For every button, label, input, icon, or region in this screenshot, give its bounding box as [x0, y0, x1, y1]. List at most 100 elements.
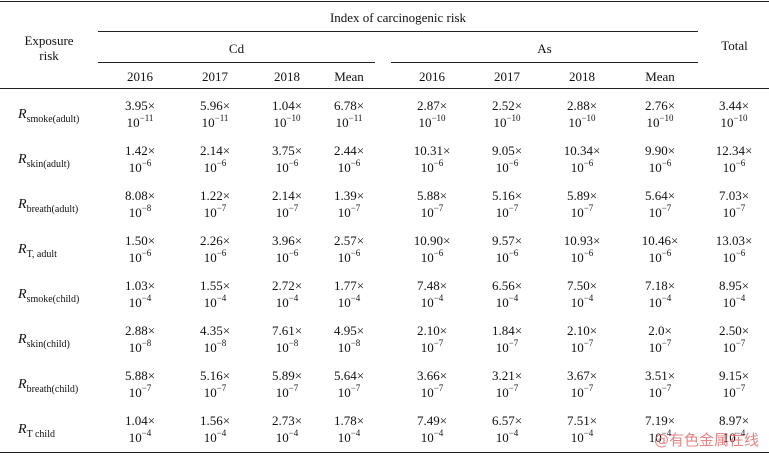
as-group-header: As: [537, 41, 552, 56]
cell-mantissa: 2.44×: [333, 143, 365, 158]
cell-mantissa: 4.35×: [199, 323, 231, 338]
cell-mantissa: 2.57×: [333, 233, 365, 248]
cell-mantissa: 5.16×: [199, 368, 231, 383]
table-cell: 2.10× 10−7: [397, 323, 467, 355]
cell-power: 10−4: [722, 427, 746, 445]
year-header: 2016: [419, 69, 445, 84]
cell-power: 10−7: [420, 382, 444, 400]
cell-power: 10−4: [420, 292, 444, 310]
table-cell: 2.26× 10−6: [180, 233, 250, 265]
table-cell: 7.50× 10−4: [547, 278, 617, 310]
table-cell: 10.93× 10−6: [547, 233, 617, 265]
cell-mantissa: 1.42×: [124, 143, 156, 158]
row-label: Rsmoke(adult): [18, 107, 80, 125]
cell-mantissa: 2.10×: [416, 323, 448, 338]
table-cell: 10.31× 10−6: [397, 143, 467, 175]
cell-mantissa: 5.89×: [271, 368, 303, 383]
cell-mantissa: 10.90×: [413, 233, 451, 248]
row-label-subscript: skin(child): [26, 338, 70, 350]
row-label-subscript: breath(adult): [26, 203, 79, 215]
cell-mantissa: 2.76×: [644, 98, 676, 113]
row-label: Rbreath(child): [18, 377, 79, 395]
table-cell: 5.89× 10−7: [547, 188, 617, 220]
cell-power: 10−7: [128, 382, 152, 400]
cell-power: 10−4: [648, 292, 672, 310]
cell-power: 10−7: [275, 382, 299, 400]
table-cell: 1.03× 10−4: [105, 278, 175, 310]
cell-power: 10−6: [570, 247, 594, 265]
cell-mantissa: 12.34×: [715, 143, 753, 158]
cell-power: 10−4: [570, 427, 594, 445]
cell-power: 10−6: [722, 157, 746, 175]
cell-power: 10−7: [495, 337, 519, 355]
cell-power: 10−7: [420, 337, 444, 355]
row-label-main: R: [18, 422, 27, 437]
cell-mantissa: 1.04×: [271, 98, 303, 113]
cell-power: 10−6: [722, 247, 746, 265]
cell-power: 10−7: [722, 337, 746, 355]
cell-power: 10−10: [646, 112, 674, 130]
table-cell: 4.95× 10−8: [314, 323, 384, 355]
cell-mantissa: 2.0×: [648, 323, 672, 338]
table-cell: 1.04× 10−4: [105, 413, 175, 445]
cell-power: 10−7: [337, 382, 361, 400]
cell-mantissa: 7.48×: [416, 278, 448, 293]
year-header: 2017: [202, 69, 228, 84]
cell-mantissa: 2.14×: [271, 188, 303, 203]
table-cell: 3.67× 10−7: [547, 368, 617, 400]
watermark: @有色金属在线: [653, 431, 759, 449]
cell-mantissa: 5.64×: [644, 188, 676, 203]
year-header: 2018: [569, 69, 595, 84]
table-cell: 3.96× 10−6: [252, 233, 322, 265]
exposure-label-line1: Exposure: [24, 33, 74, 48]
cell-power: 10−4: [495, 427, 519, 445]
table-cell: 7.18× 10−4: [625, 278, 695, 310]
row-label-subscript: smoke(adult): [26, 113, 80, 125]
cell-mantissa: 8.97×: [718, 413, 750, 428]
table-cell: 12.34× 10−6: [699, 143, 769, 175]
cell-mantissa: 3.96×: [271, 233, 303, 248]
cell-mantissa: 7.19×: [644, 413, 676, 428]
cell-power: 10−4: [203, 292, 227, 310]
cell-mantissa: 1.55×: [199, 278, 231, 293]
row-label-main: R: [18, 152, 27, 167]
row-label-subscript: skin(adult): [26, 158, 70, 170]
cell-power: 10−4: [495, 292, 519, 310]
table-cell: 1.42× 10−6: [105, 143, 175, 175]
cell-mantissa: 1.78×: [333, 413, 365, 428]
table-cell: 2.76× 10−10: [625, 98, 695, 130]
row-label-subscript: smoke(child): [26, 293, 80, 305]
table-cell: 2.73× 10−4: [252, 413, 322, 445]
table-cell: 3.75× 10−6: [252, 143, 322, 175]
cell-mantissa: 3.67×: [566, 368, 598, 383]
cell-power: 10−4: [203, 427, 227, 445]
table-cell: 13.03× 10−6: [699, 233, 769, 265]
table-cell: 8.95× 10−4: [699, 278, 769, 310]
year-header: Mean: [645, 69, 675, 84]
exposure-label-line2: risk: [39, 48, 59, 63]
cd-group-header: Cd: [228, 41, 245, 56]
cell-power: 10−7: [648, 382, 672, 400]
table-cell: 1.39× 10−7: [314, 188, 384, 220]
row-label-subscript: breath(child): [26, 383, 79, 395]
cell-power: 10−6: [420, 247, 444, 265]
table-cell: 2.14× 10−6: [180, 143, 250, 175]
table-cell: 7.51× 10−4: [547, 413, 617, 445]
cell-power: 10−7: [570, 382, 594, 400]
cell-mantissa: 5.96×: [199, 98, 231, 113]
cell-mantissa: 1.50×: [124, 233, 156, 248]
cell-power: 10−10: [418, 112, 446, 130]
cell-power: 10−7: [495, 382, 519, 400]
table-cell: 5.64× 10−7: [625, 188, 695, 220]
cell-power: 10−6: [495, 247, 519, 265]
cell-mantissa: 13.03×: [715, 233, 753, 248]
cell-power: 10−4: [337, 427, 361, 445]
table-cell: 3.95× 10−11: [105, 98, 175, 130]
table-cell: 6.78× 10−11: [314, 98, 384, 130]
cell-mantissa: 3.66×: [416, 368, 448, 383]
cell-power: 10−7: [722, 202, 746, 220]
year-header: 2016: [127, 69, 153, 84]
table-cell: 6.56× 10−4: [472, 278, 542, 310]
cell-power: 10−6: [128, 157, 152, 175]
cell-mantissa: 3.44×: [718, 98, 750, 113]
